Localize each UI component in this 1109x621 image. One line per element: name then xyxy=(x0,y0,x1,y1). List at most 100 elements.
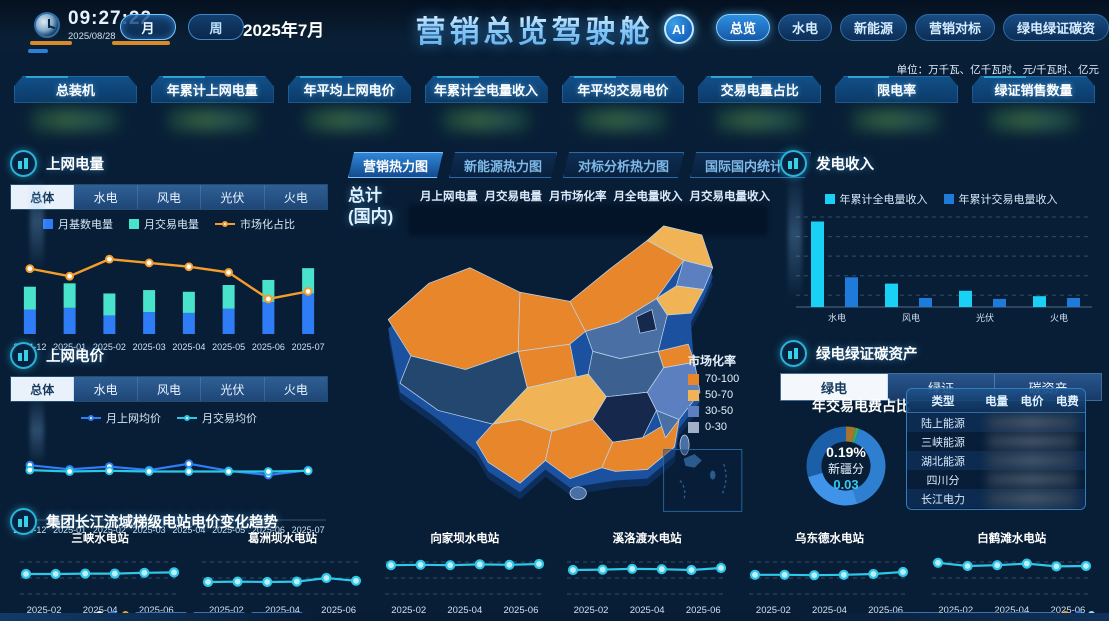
kpi-card: 年平均上网电价 xyxy=(287,76,411,134)
map-tab[interactable]: 营销热力图 xyxy=(348,152,443,178)
map-metrics-values-redacted xyxy=(408,204,768,236)
map-tab[interactable]: 对标分析热力图 xyxy=(563,152,684,178)
legend-item[interactable]: 月交易电量 xyxy=(129,216,199,232)
green-donut-chart[interactable] xyxy=(804,424,888,508)
nav-tab[interactable]: 总览 xyxy=(715,14,770,41)
table-row[interactable]: 长江电力 xyxy=(907,489,1085,508)
china-map[interactable] xyxy=(360,215,780,515)
tab-绿电[interactable]: 绿电 xyxy=(781,374,888,400)
kpi-value-redacted xyxy=(989,109,1078,131)
revenue-chart: 水电 风电 光伏 火电 xyxy=(780,209,1102,334)
tab-风电[interactable]: 风电 xyxy=(137,185,202,209)
map-market-legend: 市场化率 70-100 50-70 30-50 0-30 xyxy=(688,352,739,433)
kpi-card: 年累计上网电量 xyxy=(150,76,274,134)
decor-glow xyxy=(788,170,802,300)
revenue-legend: 年累计全电量收入 年累计交易电量收入 xyxy=(780,191,1102,207)
panel-title: 上网电价 xyxy=(46,349,104,365)
kpi-value-redacted xyxy=(852,109,941,131)
period-button-周[interactable]: 周 xyxy=(188,14,244,40)
svg-text:2025-05: 2025-05 xyxy=(212,342,245,352)
period-button-月[interactable]: 月 xyxy=(120,14,176,40)
units-note: 单位：万千瓦、亿千瓦时、元/千瓦时、亿元 xyxy=(896,64,1099,76)
legend-item[interactable]: 月基数电量 xyxy=(43,216,113,232)
kpi-title: 年平均上网电价 xyxy=(287,76,411,103)
nav-tab[interactable]: 新能源 xyxy=(839,14,907,41)
tab-光伏[interactable]: 光伏 xyxy=(201,185,265,209)
nav-tab[interactable]: 营销对标 xyxy=(914,14,995,41)
station-trend-card: 白鹤滩水电站 2025-02 2025-04 2025-06 xyxy=(928,530,1096,616)
kpi-title: 限电率 xyxy=(835,76,959,103)
map-metric: 月上网电量 xyxy=(420,191,478,203)
map-metric: 月市场化率 xyxy=(549,191,607,203)
svg-text:水电: 水电 xyxy=(828,312,846,323)
table-row[interactable]: 陆上能源 xyxy=(907,413,1085,432)
tab-总体[interactable]: 总体 xyxy=(11,377,75,401)
svg-text:2025-03: 2025-03 xyxy=(133,342,166,352)
tab-火电[interactable]: 火电 xyxy=(264,377,328,401)
table-cell-type: 四川分 xyxy=(926,474,960,487)
table-row[interactable]: 新疆分 xyxy=(907,508,1085,511)
table-row[interactable]: 四川分 xyxy=(907,470,1085,489)
table-header: 类型 电量 电价 电费 xyxy=(907,389,1085,413)
tab-水电[interactable]: 水电 xyxy=(74,185,138,209)
grid-price-legend: 月上网均价 月交易均价 xyxy=(10,410,328,426)
kpi-value-redacted xyxy=(168,109,257,131)
table-values-redacted xyxy=(987,435,1077,448)
panel-icon xyxy=(780,340,807,367)
panel-icon xyxy=(10,508,37,535)
table-values-redacted xyxy=(987,492,1077,505)
grid-energy-legend: 月基数电量 月交易电量 市场化占比 xyxy=(10,216,328,232)
svg-text:2025-02: 2025-02 xyxy=(93,525,126,535)
tab-总体[interactable]: 总体 xyxy=(11,185,75,209)
legend-item[interactable]: 月交易均价 xyxy=(177,410,257,426)
map-tab[interactable]: 新能源热力图 xyxy=(449,152,557,178)
tab-火电[interactable]: 火电 xyxy=(264,185,328,209)
table-body: 陆上能源三峡能源湖北能源四川分长江电力新疆分 xyxy=(907,413,1085,511)
table-header-cell[interactable]: 电价 xyxy=(1020,395,1044,408)
legend-item[interactable]: 年累计全电量收入 xyxy=(824,191,928,207)
panel-title: 集团长江流域梯级电站电价变化趋势 xyxy=(46,515,278,531)
table-cell-type: 陆上能源 xyxy=(921,417,965,430)
kpi-value-redacted xyxy=(715,109,805,131)
tab-水电[interactable]: 水电 xyxy=(74,377,138,401)
clock-icon xyxy=(34,12,60,38)
nav-tab[interactable]: 水电 xyxy=(777,14,832,41)
decor-line xyxy=(28,49,48,53)
table-row[interactable]: 三峡能源 xyxy=(907,432,1085,451)
table-cell-type: 湖北能源 xyxy=(921,455,965,468)
table-cell-type: 新疆分 xyxy=(907,510,979,511)
tab-风电[interactable]: 风电 xyxy=(137,377,202,401)
map-total-label: 总计 (国内) xyxy=(348,186,394,227)
map-legend-item: 0-30 xyxy=(688,421,739,433)
table-header-cell[interactable]: 电量 xyxy=(985,395,1009,408)
ai-assistant-button[interactable]: AI xyxy=(663,14,694,44)
legend-item[interactable]: 月上网均价 xyxy=(81,410,161,426)
svg-text:2025-07: 2025-07 xyxy=(292,525,325,535)
table-row[interactable]: 湖北能源 xyxy=(907,451,1085,470)
station-name: 乌东德水电站 xyxy=(794,533,864,545)
svg-text:2025-03: 2025-03 xyxy=(133,525,166,535)
table-values-redacted xyxy=(987,454,1077,467)
decor-glow xyxy=(30,395,44,465)
header: 09:27:22 2025/08/28 月周 2025年7月 营销总览驾驶舱 A… xyxy=(0,0,1109,58)
svg-text:2025-01: 2025-01 xyxy=(53,525,86,535)
panel-title: 发电收入 xyxy=(816,157,874,173)
kpi-card: 限电率 xyxy=(835,76,959,134)
panel-icon xyxy=(10,150,37,177)
tab-光伏[interactable]: 光伏 xyxy=(201,377,265,401)
legend-item[interactable]: 市场化占比 xyxy=(215,216,295,232)
table-values-redacted xyxy=(987,473,1077,486)
nav-tab[interactable]: 绿电绿证碳资 xyxy=(1002,14,1109,41)
legend-item[interactable]: 年累计交易电量收入 xyxy=(943,191,1058,207)
table-header-cell[interactable]: 电费 xyxy=(1055,395,1079,408)
table-header-cell[interactable]: 类型 xyxy=(931,395,955,408)
